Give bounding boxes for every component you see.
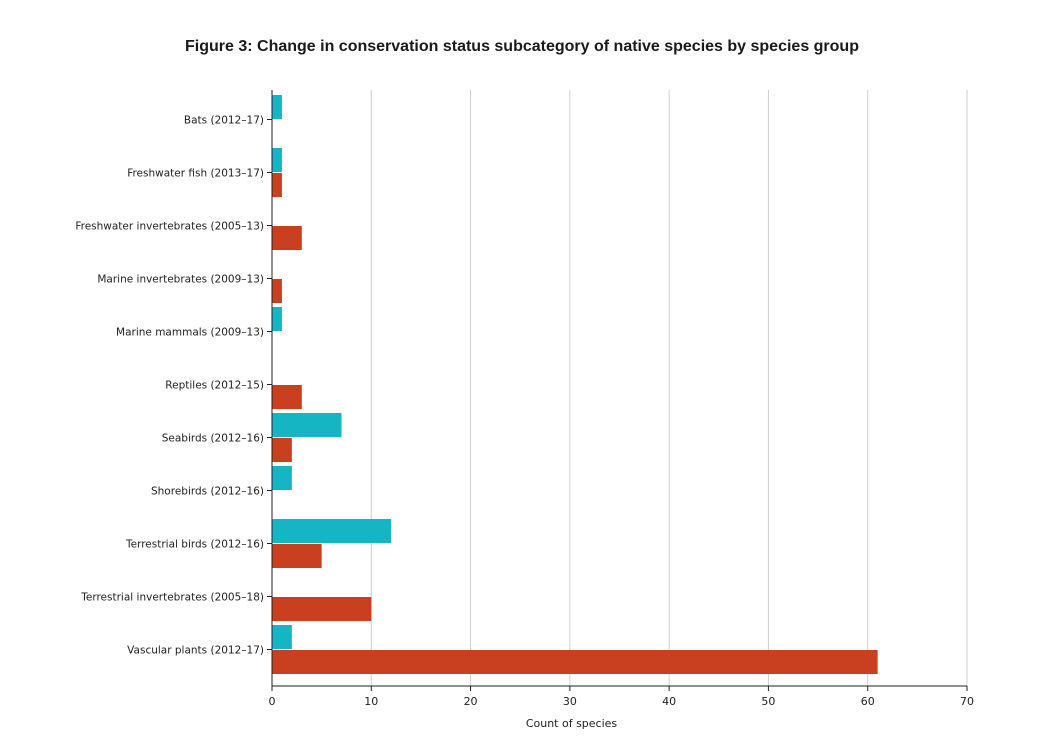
category-label: Shorebirds (2012–16) [151, 486, 264, 498]
bar [272, 650, 878, 674]
category-label: Marine mammals (2009–13) [116, 327, 264, 339]
bar [272, 413, 342, 437]
bar [272, 597, 372, 621]
x-tick-label: 10 [364, 695, 378, 708]
category-label: Marine invertebrates (2009–13) [97, 274, 264, 286]
category-label: Reptiles (2012–15) [165, 380, 264, 392]
x-tick-label: 70 [960, 695, 974, 708]
x-tick-label: 30 [563, 695, 577, 708]
bar [272, 307, 282, 331]
x-axis-label: Count of species [526, 717, 618, 730]
x-tick-label: 60 [861, 695, 875, 708]
category-label: Terrestrial birds (2012–16) [125, 539, 264, 551]
x-tick-label: 40 [662, 695, 676, 708]
bar [272, 625, 292, 649]
bar [272, 519, 392, 543]
chart-title: Figure 3: Change in conservation status … [185, 38, 859, 55]
bar [272, 148, 282, 172]
bar [272, 466, 292, 490]
bar [272, 173, 282, 197]
bar [272, 438, 292, 462]
category-label: Terrestrial invertebrates (2005–18) [80, 592, 264, 604]
category-label: Seabirds (2012–16) [162, 433, 264, 445]
bar [272, 279, 282, 303]
x-tick-label: 20 [464, 695, 478, 708]
axes [271, 90, 967, 687]
bar [272, 95, 282, 119]
x-tick-labels: 0 10 20 30 40 50 60 70 [269, 686, 974, 708]
bar [272, 226, 302, 250]
x-tick-label: 50 [761, 695, 775, 708]
category-label: Freshwater invertebrates (2005–13) [75, 221, 264, 233]
category-labels: Bats (2012–17) Freshwater fish (2013–17) F… [75, 115, 272, 657]
bar [272, 385, 302, 409]
category-label: Vascular plants (2012–17) [127, 645, 264, 657]
category-label: Bats (2012–17) [184, 115, 264, 127]
bars [272, 95, 878, 674]
category-label: Freshwater fish (2013–17) [127, 168, 264, 180]
bar [272, 544, 322, 568]
gridlines [370, 90, 968, 686]
x-tick-label: 0 [269, 695, 276, 708]
